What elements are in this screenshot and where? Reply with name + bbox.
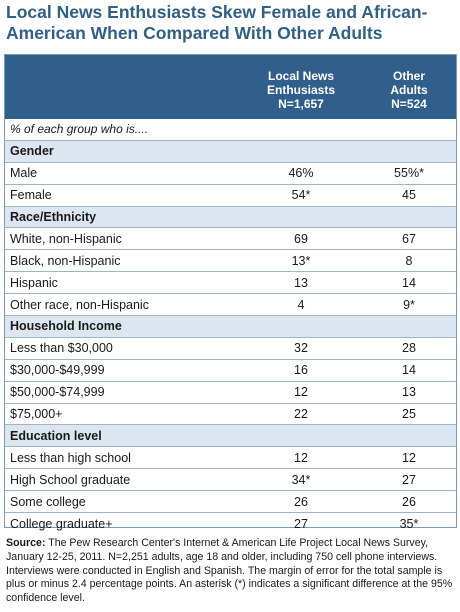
cell-other-adults: 13: [402, 385, 416, 400]
cell-local-news-enthusiasts: 34*: [291, 472, 311, 487]
section-header-row: Gender: [5, 140, 456, 163]
table-body: Gender Male 46% 55%* Female 54* 45 Race/Ethnici…: [5, 140, 456, 535]
column-header-line: Local News: [267, 69, 335, 83]
row-label: Less than high school: [10, 450, 131, 465]
table-note-row: % of each group who is....: [5, 119, 456, 141]
cell-other-adults: 14: [402, 363, 416, 378]
table-row: High School graduate 34* 27: [5, 469, 456, 492]
row-label: Black, non-Hispanic: [10, 253, 121, 268]
column-header-line: N=524: [391, 97, 427, 111]
cell-other-adults: 14: [402, 275, 416, 290]
cell-other-adults: 27: [402, 472, 416, 487]
row-label: Female: [10, 188, 52, 203]
table-row: Other race, non-Hispanic 4 9*: [5, 294, 456, 317]
table-row: Black, non-Hispanic 13* 8: [5, 250, 456, 273]
cell-other-adults: 55%*: [394, 166, 424, 181]
section-header-row: Race/Ethnicity: [5, 206, 456, 229]
section-label: Gender: [10, 144, 54, 159]
table-row: Some college 26 26: [5, 491, 456, 514]
cell-other-adults: 25: [402, 407, 416, 422]
row-label: $50,000-$74,999: [10, 385, 105, 400]
cell-local-news-enthusiasts: 69: [294, 231, 308, 246]
column-header-line: N=1,657: [278, 97, 324, 111]
row-label: $30,000-$49,999: [10, 363, 105, 378]
row-label: College graduate+: [10, 516, 113, 531]
cell-local-news-enthusiasts: 4: [297, 297, 305, 312]
column-header-line: Adults: [390, 83, 428, 97]
row-label: Male: [10, 166, 38, 181]
row-label: White, non-Hispanic: [10, 231, 122, 246]
cell-other-adults: 12: [402, 450, 416, 465]
cell-local-news-enthusiasts: 12: [294, 385, 308, 400]
row-label: Hispanic: [10, 275, 58, 290]
section-label: Household Income: [10, 319, 122, 334]
cell-other-adults: 26: [402, 494, 416, 509]
cell-other-adults: 67: [402, 231, 416, 246]
table-row: Male 46% 55%*: [5, 163, 456, 185]
table-row: $30,000-$49,999 16 14: [5, 360, 456, 382]
section-header-row: Education level: [5, 425, 456, 448]
column-header-line: Enthusiasts: [266, 83, 335, 97]
source-text: The Pew Research Center's Internet & Ame…: [6, 537, 453, 605]
cell-local-news-enthusiasts: 13: [294, 275, 308, 290]
cell-other-adults: 8: [405, 253, 413, 268]
row-label: High School graduate: [10, 472, 131, 487]
data-table: Local News Enthusiasts N=1,657 Other Adu…: [4, 54, 457, 531]
column-header-line: Other: [392, 69, 425, 83]
source-note: Source: The Pew Research Center's Intern…: [6, 537, 454, 606]
table-row: Female 54* 45: [5, 185, 456, 207]
cell-local-news-enthusiasts: 26: [294, 494, 308, 509]
chart-title: Local News Enthusiasts Skew Female and A…: [6, 2, 428, 43]
cell-other-adults: 28: [402, 341, 416, 356]
cell-local-news-enthusiasts: 32: [294, 341, 308, 356]
cell-other-adults: 9*: [403, 297, 415, 312]
table-row: $50,000-$74,999 12 13: [5, 382, 456, 404]
cell-local-news-enthusiasts: 13*: [291, 253, 311, 268]
row-label: Less than $30,000: [10, 341, 113, 356]
column-header-other-adults: Other Adults N=524: [362, 69, 456, 111]
row-label: Other race, non-Hispanic: [10, 297, 149, 312]
source-label: Source:: [6, 537, 46, 549]
cell-local-news-enthusiasts: 16: [294, 363, 308, 378]
cell-other-adults: 45: [402, 188, 416, 203]
table-header: Local News Enthusiasts N=1,657 Other Adu…: [5, 55, 456, 119]
table-row: Less than $30,000 32 28: [5, 338, 456, 360]
row-label: Some college: [10, 494, 86, 509]
cell-local-news-enthusiasts: 27: [294, 516, 308, 531]
section-label: Race/Ethnicity: [10, 210, 97, 224]
table-note: % of each group who is....: [10, 122, 149, 137]
row-label: $75,000+: [10, 407, 63, 422]
table-row: College graduate+ 27 35*: [5, 513, 456, 535]
section-header-row: Household Income: [5, 316, 456, 338]
cell-other-adults: 35*: [399, 516, 419, 531]
cell-local-news-enthusiasts: 22: [294, 407, 308, 422]
table-row: Less than high school 12 12: [5, 447, 456, 470]
table-row: White, non-Hispanic 69 67: [5, 228, 456, 251]
cell-local-news-enthusiasts: 54*: [291, 188, 311, 203]
cell-local-news-enthusiasts: 46%: [288, 166, 314, 181]
table-row: Hispanic 13 14: [5, 272, 456, 295]
table-row: $75,000+ 22 25: [5, 404, 456, 426]
cell-local-news-enthusiasts: 12: [294, 450, 308, 465]
section-label: Education level: [10, 428, 102, 443]
column-header-local-news-enthusiasts: Local News Enthusiasts N=1,657: [240, 69, 362, 111]
